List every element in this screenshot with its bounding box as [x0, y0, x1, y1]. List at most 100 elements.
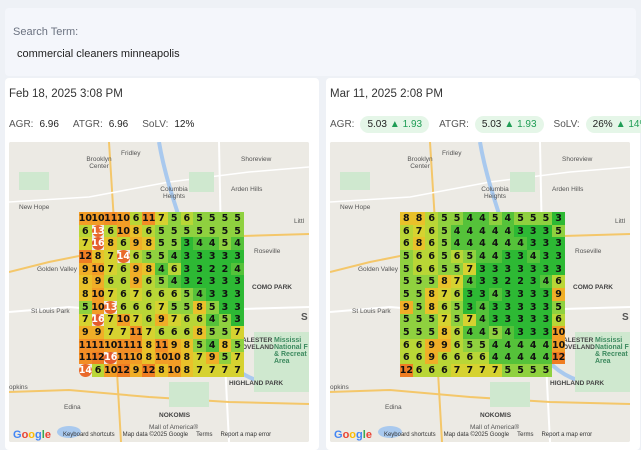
grid-cell: 5	[167, 212, 181, 225]
grid-cell: 7	[450, 364, 464, 377]
grid-cell: 11	[78, 338, 92, 352]
grid-cell: 3	[526, 275, 540, 289]
grid-cell: 3	[514, 262, 527, 276]
grid-cell: 5	[155, 224, 168, 238]
grid-cell: 5	[193, 224, 206, 238]
grid-cell: 3	[180, 250, 194, 263]
terms-link[interactable]: Terms	[196, 432, 213, 438]
grid-cell: 3	[488, 313, 502, 327]
grid-cell: 8	[412, 237, 426, 251]
grid-cell: 5	[438, 262, 451, 276]
grid-cell: 11	[116, 338, 131, 352]
rank-map[interactable]: Fridley Brooklyn Center Shoreview Columb…	[9, 142, 309, 442]
grid-cell: 7	[104, 326, 118, 339]
grid-cell: 5	[450, 300, 464, 314]
grid-cell: 6	[167, 288, 181, 301]
grid-cell: 7	[463, 313, 477, 327]
grid-cell: 5	[526, 364, 540, 377]
grid-cell: 5	[463, 338, 477, 352]
grid-cell: 3	[501, 300, 515, 314]
grid-cell: 4	[488, 351, 502, 365]
grid-cell: 5	[450, 212, 464, 225]
grid-cell: 7	[412, 224, 426, 238]
place-highland-park: HIGHLAND PARK	[550, 380, 605, 387]
grid-cell: 5	[425, 326, 439, 339]
grid-cell: 7	[104, 250, 118, 263]
grid-cell: 3	[218, 250, 232, 263]
place-golden-valley: Golden Valley	[37, 266, 77, 273]
grid-cell: 3	[514, 224, 527, 238]
grid-cell: 3	[193, 250, 206, 263]
grid-cell: 3	[231, 275, 244, 289]
grid-cell: 6	[552, 275, 565, 289]
grid-cell: 8	[400, 212, 413, 225]
grid-cell: 4	[205, 313, 219, 327]
atgr-label: ATGR:	[439, 118, 469, 130]
grid-cell: 5	[412, 313, 426, 327]
grid-cell: 5	[501, 364, 515, 377]
grid-cell: 8	[155, 364, 168, 377]
grid-cell: 10	[551, 326, 566, 339]
atgr-value: 6.96	[108, 118, 129, 130]
grid-cell: 8	[193, 300, 206, 314]
grid-cell: 6	[438, 364, 451, 377]
grid-cell: 4	[167, 275, 181, 289]
solv-value: 12%	[174, 118, 195, 130]
grid-cell: 5	[205, 326, 219, 339]
grid-cell: 3	[552, 237, 565, 251]
atgr-label: ATGR:	[72, 118, 103, 130]
place-mall: Mall of America®	[470, 424, 520, 431]
grid-cell: 4	[501, 326, 515, 339]
grid-cell: 6	[129, 300, 143, 314]
grid-cell: 10	[91, 288, 105, 301]
grid-cell: 12	[116, 364, 131, 377]
grid-cell: 5	[231, 338, 244, 352]
terms-link[interactable]: Terms	[517, 432, 534, 438]
grid-cell: 5	[205, 224, 219, 238]
grid-cell: 5	[155, 275, 168, 289]
grid-cell: 3	[488, 300, 502, 314]
grid-cell: 4	[526, 250, 540, 263]
grid-cell: 6	[117, 275, 130, 289]
grid-cell: 7	[104, 288, 118, 301]
grid-cell: 5	[155, 250, 168, 263]
place-como-park: COMO PARK	[573, 284, 613, 291]
grid-cell: 9	[438, 338, 451, 352]
grid-cell: 7	[463, 262, 477, 276]
grid-cell: 2	[501, 275, 515, 289]
grid-cell: 3	[539, 237, 553, 251]
grid-cell: 3	[205, 275, 219, 289]
grid-cell: 4	[539, 275, 553, 289]
grid-cell: 3	[501, 288, 515, 301]
grid-cell: 6	[91, 364, 105, 377]
grid-cell: 4	[514, 351, 527, 365]
report-error-link[interactable]: Report a map error	[220, 432, 272, 438]
place-little: Littl	[615, 218, 626, 225]
grid-cell: 2	[514, 275, 527, 289]
grid-cell: 3	[463, 300, 477, 314]
place-fridley: Fridley	[442, 150, 462, 157]
grid-cell: 4	[476, 313, 489, 327]
grid-cell: 5	[167, 224, 181, 238]
grid-cell: 6	[425, 224, 439, 238]
grid-cell: 9	[129, 237, 143, 251]
grid-cell: 5	[218, 224, 232, 238]
keyboard-shortcuts-link[interactable]: Keyboard shortcuts	[383, 432, 436, 438]
grid-cell: 6	[425, 250, 439, 263]
grid-cell: 5	[180, 224, 194, 238]
grid-cell: 3	[193, 262, 206, 276]
grid-cell: 6	[180, 212, 194, 225]
place-mississippi: Mississi National F & Recreat Area	[274, 337, 308, 365]
place-como-park: COMO PARK	[252, 284, 292, 291]
report-error-link[interactable]: Report a map error	[541, 432, 593, 438]
grid-cell: 5	[438, 212, 451, 225]
grid-cell: 11	[91, 338, 105, 352]
grid-cell: 6	[400, 338, 413, 352]
place-roseville: Roseville	[254, 248, 281, 255]
grid-cell: 3	[218, 288, 232, 301]
grid-cell: 4	[231, 237, 244, 251]
grid-cell: 6	[180, 326, 194, 339]
scan-panel-mar: Mar 11, 2025 2:08 PM AGR: 5.03 ▲ 1.93 ATG…	[326, 78, 641, 450]
keyboard-shortcuts-link[interactable]: Keyboard shortcuts	[62, 432, 115, 438]
rank-map[interactable]: Fridley Brooklyn Center Shoreview Columb…	[330, 142, 630, 442]
